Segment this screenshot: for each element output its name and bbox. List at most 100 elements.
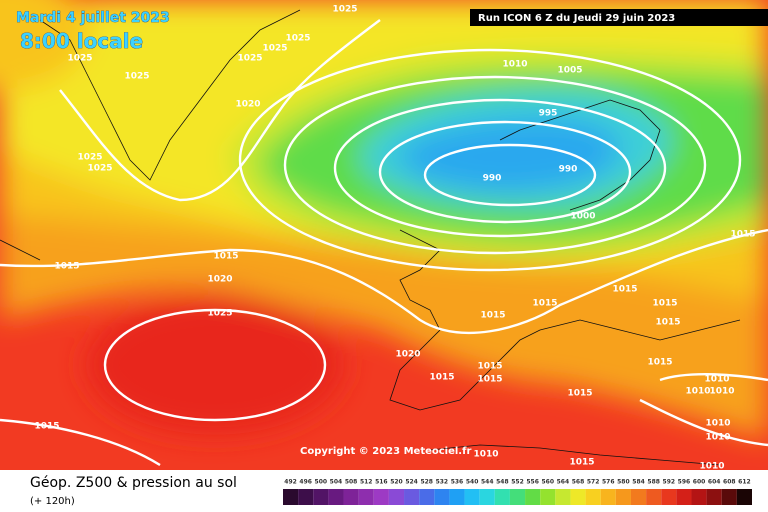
scale-label: 592 xyxy=(663,479,676,486)
scale-swatch xyxy=(736,489,752,505)
isobar-label: 1025 xyxy=(67,54,92,64)
scale-label: 536 xyxy=(451,479,464,486)
scale-swatch xyxy=(721,489,737,505)
scale-swatch xyxy=(646,489,662,505)
isobar-label: 1010 xyxy=(704,375,729,385)
scale-swatch xyxy=(615,489,631,505)
scale-swatch xyxy=(600,489,616,505)
scale-label: 560 xyxy=(541,479,554,486)
isobar-label: 1010 xyxy=(699,462,724,472)
scale-swatch xyxy=(434,489,450,505)
isobar-label: 1015 xyxy=(477,362,502,372)
isobar-label: 1025 xyxy=(237,54,262,64)
isobar-label: 1015 xyxy=(647,358,672,368)
isobar-label: 1025 xyxy=(332,5,357,15)
scale-label: 576 xyxy=(602,479,615,486)
isobar-label: 1015 xyxy=(655,318,680,328)
isobar-label: 1025 xyxy=(207,309,232,319)
isobar-label: 1000 xyxy=(570,212,595,222)
isobar-label: 1015 xyxy=(730,230,755,240)
scale-label: 512 xyxy=(360,479,373,486)
scale-swatch xyxy=(328,489,344,505)
scale-label: 596 xyxy=(678,479,691,486)
scale-swatch xyxy=(555,489,571,505)
scale-label: 500 xyxy=(315,479,328,486)
scale-label: 568 xyxy=(572,479,585,486)
forecast-time: 8:00 locale xyxy=(20,29,143,53)
scale-swatch xyxy=(388,489,405,505)
scale-swatch xyxy=(449,489,465,505)
scale-label: 572 xyxy=(587,479,600,486)
scale-swatch xyxy=(464,489,480,505)
scale-label: 528 xyxy=(420,479,433,486)
scale-label: 588 xyxy=(647,479,660,486)
isobar-label: 990 xyxy=(483,174,502,184)
scale-swatch xyxy=(313,489,329,505)
isobar-label: 1020 xyxy=(395,350,420,360)
scale-label: 604 xyxy=(708,479,721,486)
scale-swatch xyxy=(509,489,526,505)
scale-swatch xyxy=(691,489,707,505)
isobar-label: 1015 xyxy=(569,458,594,468)
isobar-label: 1015 xyxy=(652,299,677,309)
isobar-label: 1015 xyxy=(480,311,505,321)
scale-label: 508 xyxy=(345,479,358,486)
isobar-label: 1010 xyxy=(502,60,527,70)
scale-swatch xyxy=(404,489,420,505)
scale-swatch xyxy=(419,489,435,505)
scale-label: 548 xyxy=(496,479,509,486)
scale-label: 504 xyxy=(330,479,343,486)
isobar-label: 1025 xyxy=(77,153,102,163)
scale-swatch xyxy=(706,489,722,505)
scale-label: 608 xyxy=(723,479,736,486)
scale-label: 532 xyxy=(436,479,449,486)
scale-swatch xyxy=(494,489,510,505)
scale-swatch xyxy=(661,489,677,505)
forecast-date: Mardi 4 juillet 2023 xyxy=(16,10,170,26)
isobar-label: 1010 xyxy=(705,419,730,429)
scale-swatch xyxy=(298,489,314,505)
scale-label: 552 xyxy=(511,479,524,486)
legend-title: Géop. Z500 & pression au sol xyxy=(30,475,237,491)
scale-swatch xyxy=(479,489,495,505)
scale-swatch xyxy=(630,489,647,505)
isobar-label: 1015 xyxy=(213,252,238,262)
scale-swatch xyxy=(343,489,359,505)
isobar-label: 1015 xyxy=(54,262,79,272)
scale-swatch xyxy=(585,489,601,505)
scale-swatch xyxy=(373,489,389,505)
scale-label: 520 xyxy=(390,479,403,486)
scale-swatch xyxy=(676,489,692,505)
scale-label: 600 xyxy=(693,479,706,486)
scale-label: 492 xyxy=(284,479,297,486)
scale-label: 516 xyxy=(375,479,388,486)
isobar-label: 1010 xyxy=(709,387,734,397)
isobar-label: 1025 xyxy=(87,164,112,174)
geopotential-field xyxy=(0,0,768,470)
scale-label: 496 xyxy=(299,479,312,486)
scale-label: 584 xyxy=(632,479,645,486)
scale-label: 612 xyxy=(738,479,751,486)
isobar-label: 1020 xyxy=(207,275,232,285)
scale-swatch xyxy=(283,489,299,505)
scale-label: 540 xyxy=(466,479,479,486)
isobar-label: 1015 xyxy=(34,422,59,432)
isobar-label: 1015 xyxy=(429,373,454,383)
legend-subtitle: (+ 120h) xyxy=(30,496,75,507)
scale-label: 524 xyxy=(405,479,418,486)
isobar-label: 1025 xyxy=(262,44,287,54)
isobar-label: 995 xyxy=(539,109,558,119)
scale-swatch xyxy=(570,489,586,505)
copyright: Copyright © 2023 Meteociel.fr xyxy=(300,446,471,457)
isobar-label: 1015 xyxy=(612,285,637,295)
isobar-label: 1005 xyxy=(557,66,582,76)
isobar-label: 1010 xyxy=(473,450,498,460)
isobar-label: 1015 xyxy=(567,389,592,399)
scale-label: 544 xyxy=(481,479,494,486)
color-scale: 492 496 500 504 508 512 516 520 524 528 532 536 540 5… xyxy=(283,479,752,505)
isobar-label: 1015 xyxy=(532,299,557,309)
isobar-label: 990 xyxy=(559,165,578,175)
scale-swatch xyxy=(358,489,374,505)
